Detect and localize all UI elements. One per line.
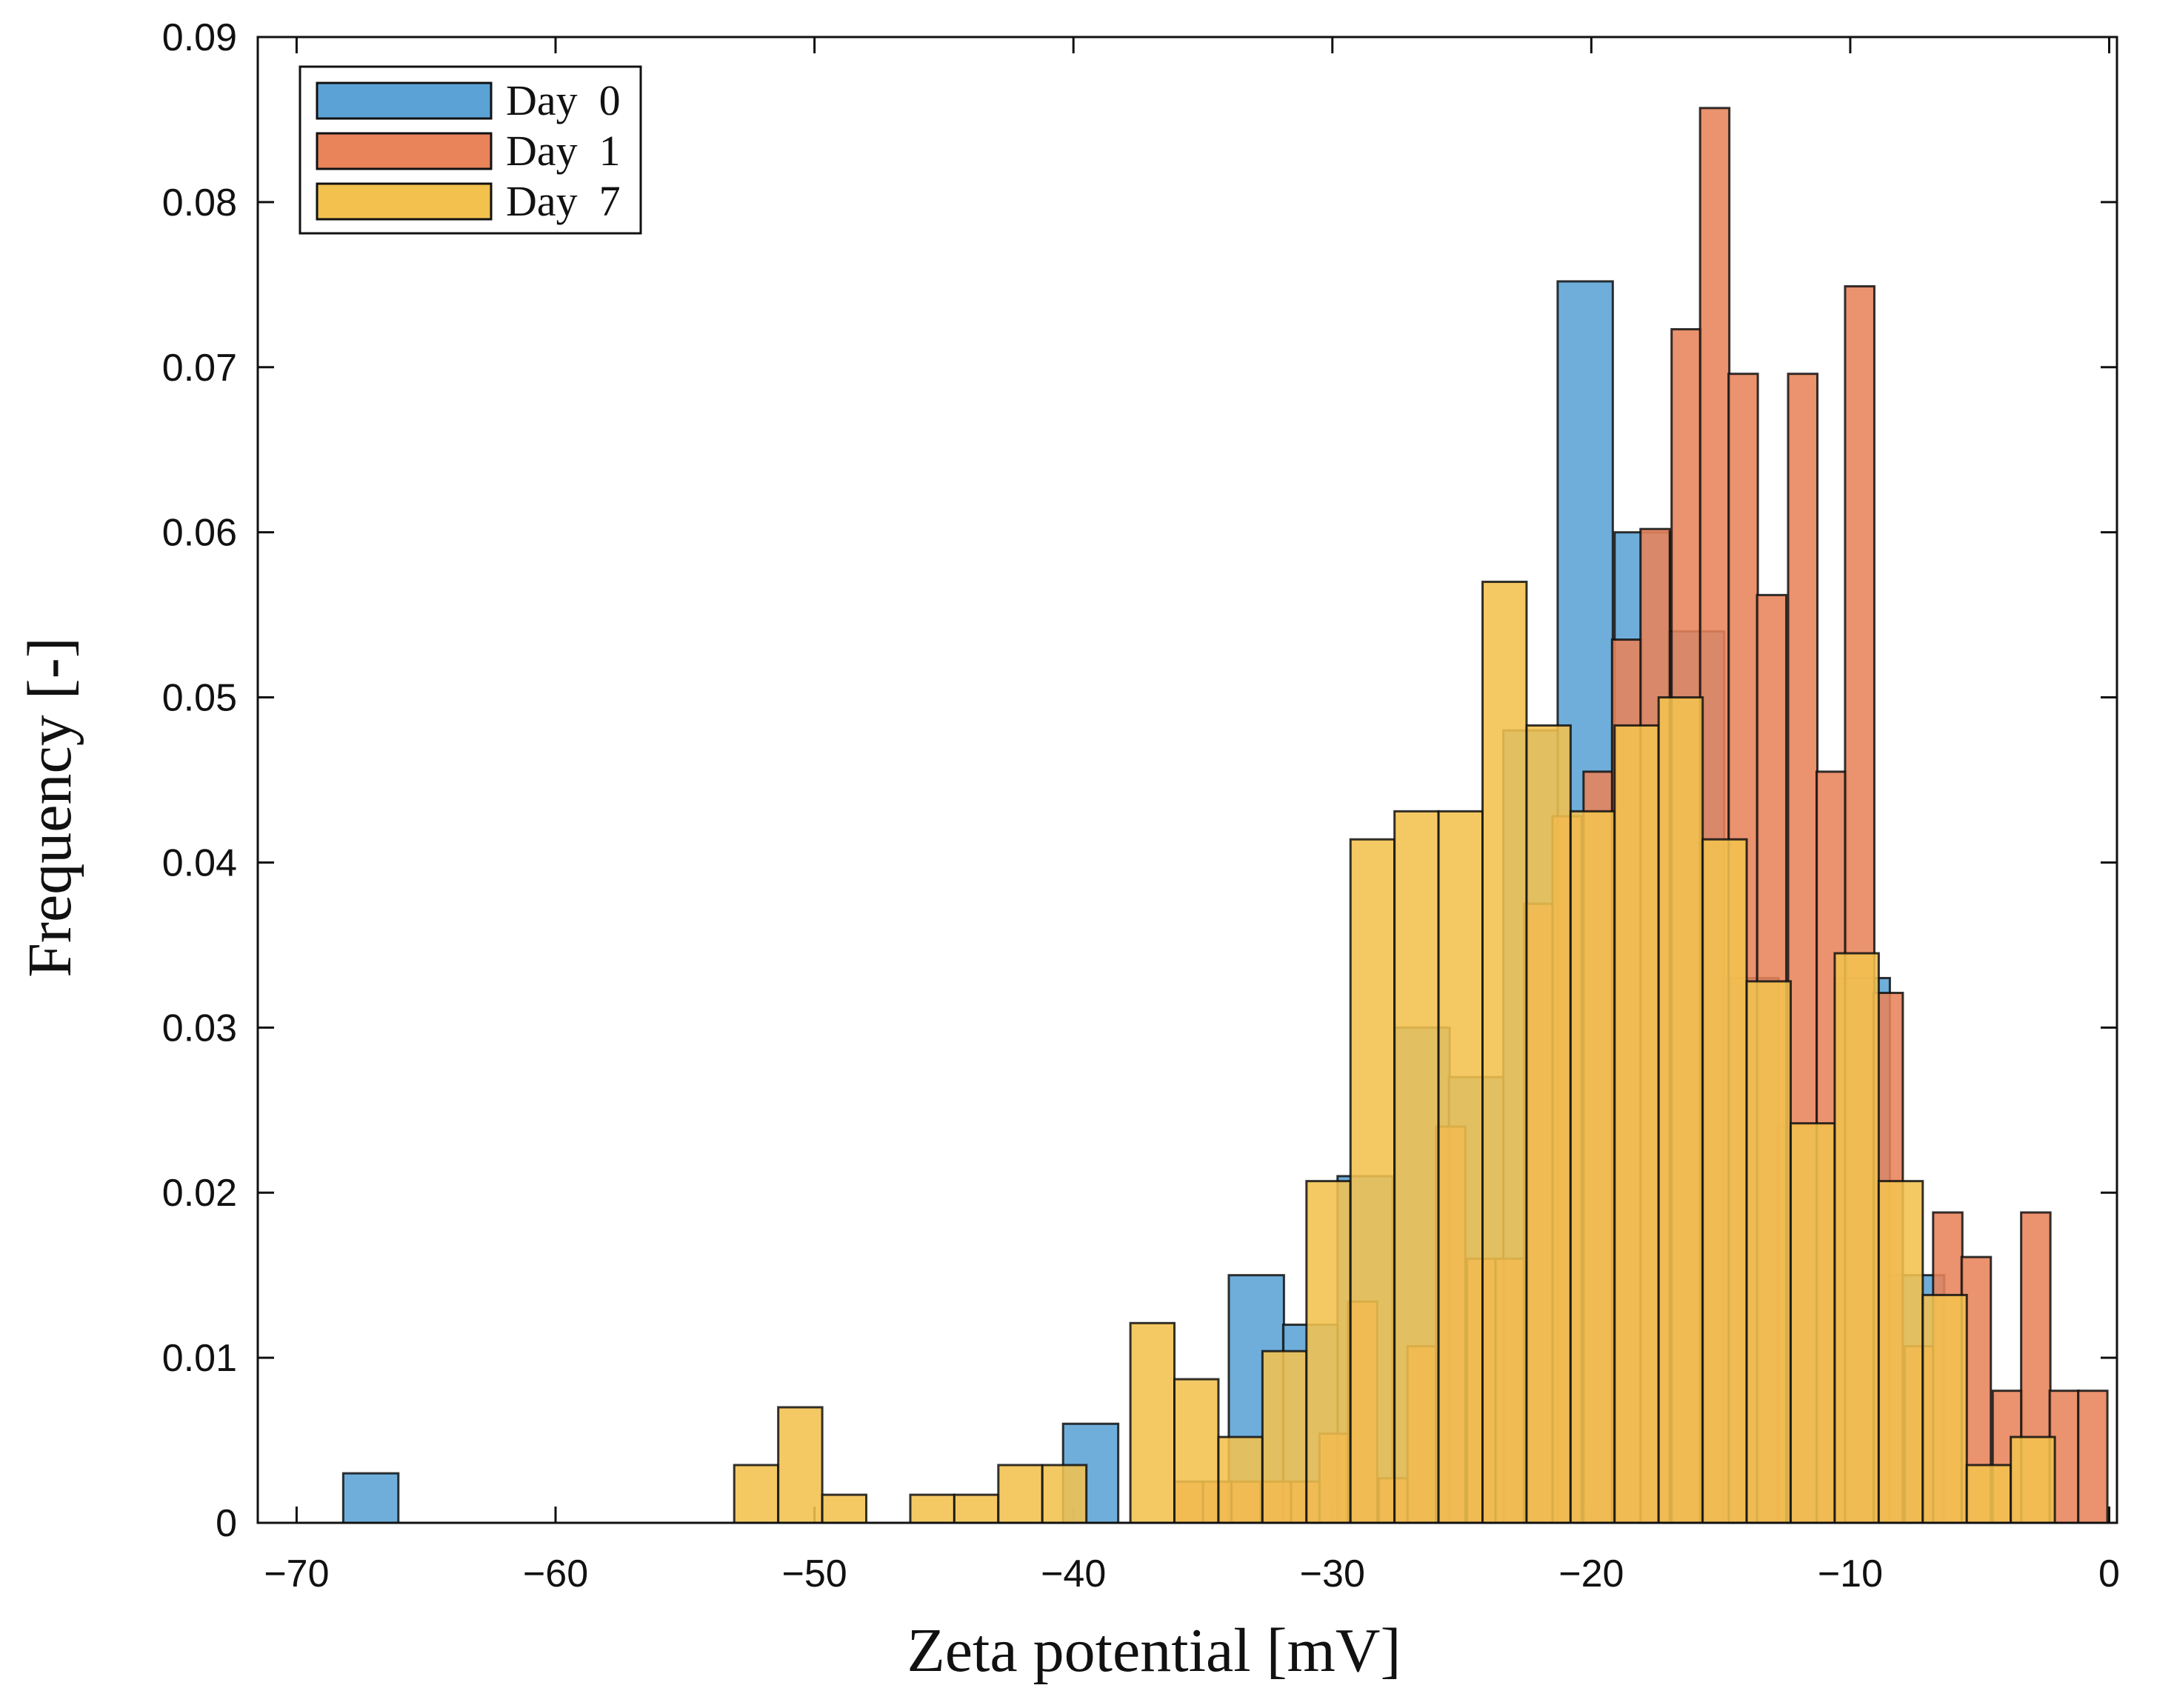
x-tick-label: −70	[264, 1552, 329, 1595]
x-tick-label: −20	[1558, 1552, 1624, 1595]
x-tick-label: −40	[1041, 1552, 1106, 1595]
y-axis-label: Frequency [-]	[16, 637, 84, 977]
series-day7	[733, 581, 2056, 1524]
histogram-bar	[1965, 1464, 2013, 1524]
x-axis-label: Zeta potential [mV]	[907, 1616, 1401, 1685]
histogram-bar	[821, 1493, 868, 1524]
y-tick-label: 0.01	[162, 1337, 237, 1380]
x-tick-label: −30	[1300, 1552, 1365, 1595]
histogram-bar	[1217, 1435, 1264, 1524]
y-tick-label: 0.06	[162, 512, 237, 555]
legend-label-day7: Day 7	[506, 177, 621, 225]
y-tick-labels: 0 0.01 0.02 0.03 0.04 0.05 0.06 0.07 0.08 0.09	[162, 16, 237, 1545]
histogram-bar	[1525, 724, 1572, 1524]
histogram-bar	[1261, 1350, 1308, 1524]
histogram-bar	[1833, 952, 1880, 1524]
histogram-bar	[2077, 1390, 2109, 1524]
bars	[341, 107, 2109, 1524]
y-tick-label: 0.05	[162, 677, 237, 720]
x-tick-label: −10	[1818, 1552, 1883, 1595]
histogram-bar	[997, 1464, 1044, 1524]
x-tick-labels: −70 −60 −50 −40 −30 −20 −10 0	[264, 1552, 2120, 1595]
histogram-bar	[953, 1493, 1000, 1524]
histogram-bar	[1657, 696, 1704, 1524]
histogram-bar	[1921, 1293, 1968, 1524]
y-tick-label: 0.03	[162, 1007, 237, 1050]
histogram-bar	[1790, 1122, 1836, 1524]
y-tick-label: 0.07	[162, 347, 237, 390]
legend-label-day0: Day 0	[506, 76, 621, 124]
x-tick-label: −60	[523, 1552, 588, 1595]
histogram-bar	[341, 1472, 400, 1524]
histogram-bar	[909, 1493, 956, 1524]
histogram-bar	[1349, 838, 1396, 1524]
histogram-bar	[1481, 581, 1528, 1524]
legend-swatch-day1	[316, 132, 493, 170]
legend-swatch-day0	[316, 81, 493, 120]
histogram-bar	[2010, 1435, 2056, 1524]
histogram-bar	[733, 1464, 780, 1524]
x-tick-label: −50	[781, 1552, 847, 1595]
y-tick-label: 0.08	[162, 181, 237, 224]
y-tick-label: 0	[216, 1502, 237, 1545]
histogram-bar	[1305, 1180, 1352, 1524]
y-tick-label: 0.09	[162, 16, 237, 59]
y-tick-label: 0.04	[162, 841, 237, 884]
plot-frame	[256, 36, 2118, 1524]
legend: Day 0 Day 1 Day 7	[299, 65, 642, 235]
histogram-bar	[1437, 810, 1484, 1524]
histogram-bar	[1129, 1321, 1176, 1524]
legend-swatch-day7	[316, 182, 493, 221]
histogram-bar	[1877, 1180, 1924, 1524]
histogram-bar	[1745, 980, 1793, 1524]
histogram-bar	[1613, 724, 1660, 1524]
x-tick-label: 0	[2098, 1552, 2120, 1595]
histogram-bar	[1041, 1464, 1088, 1524]
histogram-bar	[1701, 838, 1748, 1524]
histogram-bar	[777, 1406, 824, 1524]
histogram-bar	[1173, 1378, 1220, 1524]
histogram-bar	[1569, 810, 1616, 1524]
y-tick-label: 0.02	[162, 1172, 237, 1215]
legend-label-day1: Day 1	[506, 127, 621, 175]
histogram-bar	[1393, 810, 1440, 1524]
